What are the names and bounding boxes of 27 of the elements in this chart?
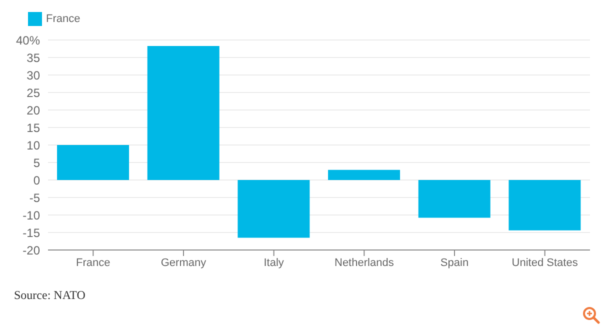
y-tick-label: 0 xyxy=(33,173,40,188)
y-tick-label: 40% xyxy=(16,33,40,48)
y-tick-label: 15 xyxy=(26,120,40,135)
x-tick-label: Germany xyxy=(160,256,207,269)
x-tick-label: Spain xyxy=(440,256,469,269)
y-tick-label: 10 xyxy=(26,138,40,152)
y-tick-label: 25 xyxy=(26,86,40,100)
bar xyxy=(147,46,220,180)
y-tick-label: -20 xyxy=(22,243,40,258)
x-tick-label: Netherlands xyxy=(334,256,394,269)
bar xyxy=(328,170,400,180)
y-tick-label: 30 xyxy=(26,68,40,82)
bar xyxy=(418,180,490,218)
y-tick-label: -5 xyxy=(29,190,40,205)
legend-label: France xyxy=(46,12,80,25)
bar xyxy=(57,145,130,180)
y-tick-label: 5 xyxy=(33,156,40,170)
x-tick-label: Italy xyxy=(264,256,284,269)
x-tick-label: France xyxy=(76,256,110,269)
y-tick-label: -10 xyxy=(22,208,40,222)
bar xyxy=(508,180,581,230)
y-tick-label: 20 xyxy=(26,103,40,118)
source-note: Source: NATO xyxy=(14,288,86,303)
y-tick-label: -15 xyxy=(22,226,40,240)
bar xyxy=(238,180,310,238)
y-tick-label: 35 xyxy=(26,50,40,65)
x-tick-label: United States xyxy=(512,256,578,269)
